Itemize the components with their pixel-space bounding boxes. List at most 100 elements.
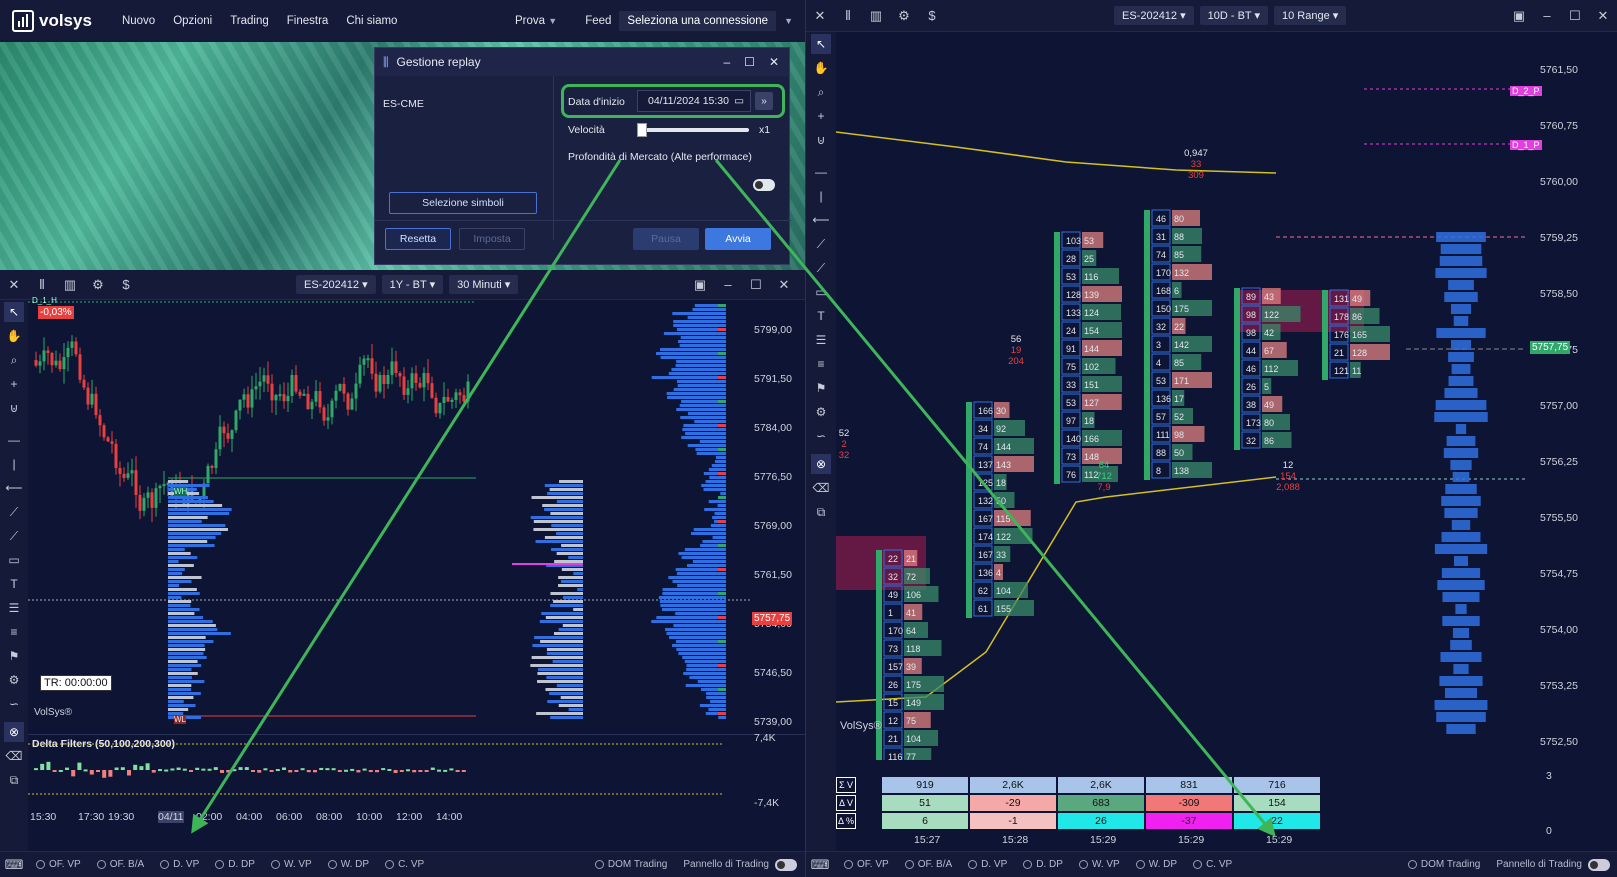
minimize-icon[interactable]: – (723, 55, 731, 69)
zoom-icon[interactable]: ⌕ (10, 352, 18, 367)
left-symbol-dropdown[interactable]: ES-202412 ▾ (296, 275, 376, 294)
dollar-icon[interactable]: $ (122, 277, 130, 292)
right-timeframe-dropdown[interactable]: 10 Range ▾ (1274, 6, 1347, 25)
right-symbol-dropdown[interactable]: ES-202412 ▾ (1114, 6, 1194, 25)
close-icon[interactable]: ✕ (768, 55, 779, 69)
maximize-icon[interactable]: ☐ (744, 55, 755, 69)
calendar-icon[interactable]: ▭ (734, 95, 744, 107)
close-icon[interactable]: ✕ (8, 276, 20, 292)
panel-toggle-icon[interactable]: ▣ (693, 276, 707, 292)
menu-trading[interactable]: Trading (230, 15, 269, 27)
lines-icon[interactable]: ≡ (817, 357, 825, 371)
r-opt-w-vp[interactable]: W. VP (1078, 859, 1120, 870)
r-opt-d-dp[interactable]: D. DP (1023, 859, 1063, 870)
ruler-icon[interactable]: ⟋ (816, 260, 826, 275)
symbol-item[interactable]: ES-CME (383, 98, 424, 110)
chevron-down-icon[interactable]: ▼ (784, 16, 793, 26)
start-button[interactable]: Avvia (705, 228, 771, 250)
gear-icon[interactable]: ⚙ (898, 7, 910, 23)
left-timeframe-dropdown[interactable]: 30 Minuti ▾ (449, 275, 519, 294)
l-opt-d-dp[interactable]: D. DP (215, 859, 255, 870)
right-period-dropdown[interactable]: 10D - BT ▾ (1199, 6, 1269, 25)
sync-icon[interactable]: ∽ (815, 429, 827, 443)
minimize-icon[interactable]: – (724, 277, 732, 292)
flag-icon[interactable]: ⚑ (8, 649, 20, 663)
l-opt-w-dp[interactable]: W. DP (327, 859, 369, 870)
bar-chart-icon[interactable]: ▥ (869, 7, 883, 23)
close-icon[interactable]: ✕ (814, 7, 826, 23)
vertical-line-icon[interactable]: | (819, 189, 823, 203)
text-icon[interactable]: T (10, 577, 18, 591)
r-opt-w-dp[interactable]: W. DP (1135, 859, 1177, 870)
reset-button[interactable]: Resetta (385, 228, 451, 250)
eraser-icon[interactable]: ⌫ (5, 749, 23, 763)
r-opt-d-vp[interactable]: D. VP (968, 859, 1007, 870)
menu-opzioni[interactable]: Opzioni (173, 15, 213, 27)
list-icon[interactable]: ☰ (815, 333, 827, 347)
l-dom-trading[interactable]: DOM Trading (594, 859, 667, 870)
r-opt-of-vp[interactable]: OF. VP (844, 859, 889, 870)
toggle-switch[interactable] (775, 858, 797, 871)
crosshair-icon[interactable]: + (817, 109, 825, 123)
pause-button[interactable]: Pausa (633, 228, 699, 250)
doc-settings-icon[interactable]: ⚙ (8, 673, 20, 687)
r-trading-panel-toggle[interactable]: Pannello di Trading (1496, 858, 1610, 871)
list-icon[interactable]: ☰ (8, 601, 20, 615)
menu-finestra[interactable]: Finestra (286, 15, 329, 27)
pointer-icon[interactable]: ↖ (4, 302, 24, 322)
ruler-icon[interactable]: ⟋ (9, 528, 19, 543)
stack-icon[interactable]: ⧉ (9, 772, 19, 787)
toggle-switch[interactable] (1588, 858, 1610, 871)
rectangle-icon[interactable]: ▭ (8, 553, 20, 567)
start-date-input[interactable]: 04/11/2024 15:30 ▭ (637, 90, 751, 112)
crosshair-icon[interactable]: + (10, 377, 18, 391)
eraser-icon[interactable]: ⌫ (812, 481, 830, 495)
horizontal-line-icon[interactable]: — (8, 433, 20, 447)
rectangle-icon[interactable]: ▭ (815, 285, 827, 299)
close-window-icon[interactable]: ✕ (1597, 7, 1609, 23)
doc-settings-icon[interactable]: ⚙ (815, 405, 827, 419)
trendline-icon[interactable]: ⟋ (816, 236, 826, 251)
bar-chart-icon[interactable]: ▥ (63, 276, 77, 292)
l-opt-w-vp[interactable]: W. VP (270, 859, 312, 870)
menu-chi-siamo[interactable]: Chi siamo (346, 15, 398, 27)
r-opt-c-vp[interactable]: C. VP (1193, 859, 1232, 870)
delta-filter-chart[interactable] (28, 740, 750, 810)
dollar-icon[interactable]: $ (928, 8, 936, 23)
prova-dropdown[interactable]: Prova ▼ (515, 15, 557, 27)
l-opt-of-vp[interactable]: OF. VP (36, 859, 81, 870)
r-dom-trading[interactable]: DOM Trading (1407, 859, 1480, 870)
lines-icon[interactable]: ≡ (10, 625, 18, 639)
hand-icon[interactable]: ✋ (6, 329, 22, 343)
trendline-icon[interactable]: ⟋ (9, 504, 19, 519)
left-candle-chart[interactable] (28, 300, 750, 732)
maximize-icon[interactable]: ☐ (750, 276, 762, 292)
minimize-icon[interactable]: – (1543, 8, 1551, 23)
close-window-icon[interactable]: ✕ (778, 276, 790, 292)
flag-icon[interactable]: ⚑ (815, 381, 827, 395)
speed-slider-thumb[interactable] (637, 123, 647, 137)
l-opt-of-ba[interactable]: OF. B/A (96, 859, 144, 870)
r-opt-of-ba[interactable]: OF. B/A (904, 859, 952, 870)
set-button[interactable]: Imposta (459, 228, 525, 250)
maximize-icon[interactable]: ☐ (1569, 7, 1581, 23)
hand-icon[interactable]: ✋ (813, 61, 829, 75)
ray-icon[interactable]: ⟵ (812, 213, 830, 227)
go-forward-button[interactable]: » (755, 92, 773, 110)
select-symbols-button[interactable]: Selezione simboli (389, 192, 537, 214)
sync-icon[interactable]: ∽ (8, 697, 20, 711)
keyboard-icon[interactable]: ⌨ (4, 856, 24, 872)
zoom-icon[interactable]: ⌕ (817, 84, 825, 99)
horizontal-line-icon[interactable]: — (815, 165, 827, 179)
keyboard-icon[interactable]: ⌨ (810, 856, 830, 872)
l-opt-c-vp[interactable]: C. VP (385, 859, 424, 870)
vertical-line-icon[interactable]: | (12, 457, 16, 471)
speed-slider[interactable] (637, 123, 749, 137)
menu-nuovo[interactable]: Nuovo (121, 15, 156, 27)
ray-icon[interactable]: ⟵ (5, 481, 23, 495)
magnet-icon[interactable]: ⊍ (816, 133, 826, 147)
candles-icon[interactable]: ⫴ (845, 7, 851, 23)
depth-toggle[interactable] (753, 179, 775, 191)
panel-toggle-icon[interactable]: ▣ (1512, 7, 1526, 23)
